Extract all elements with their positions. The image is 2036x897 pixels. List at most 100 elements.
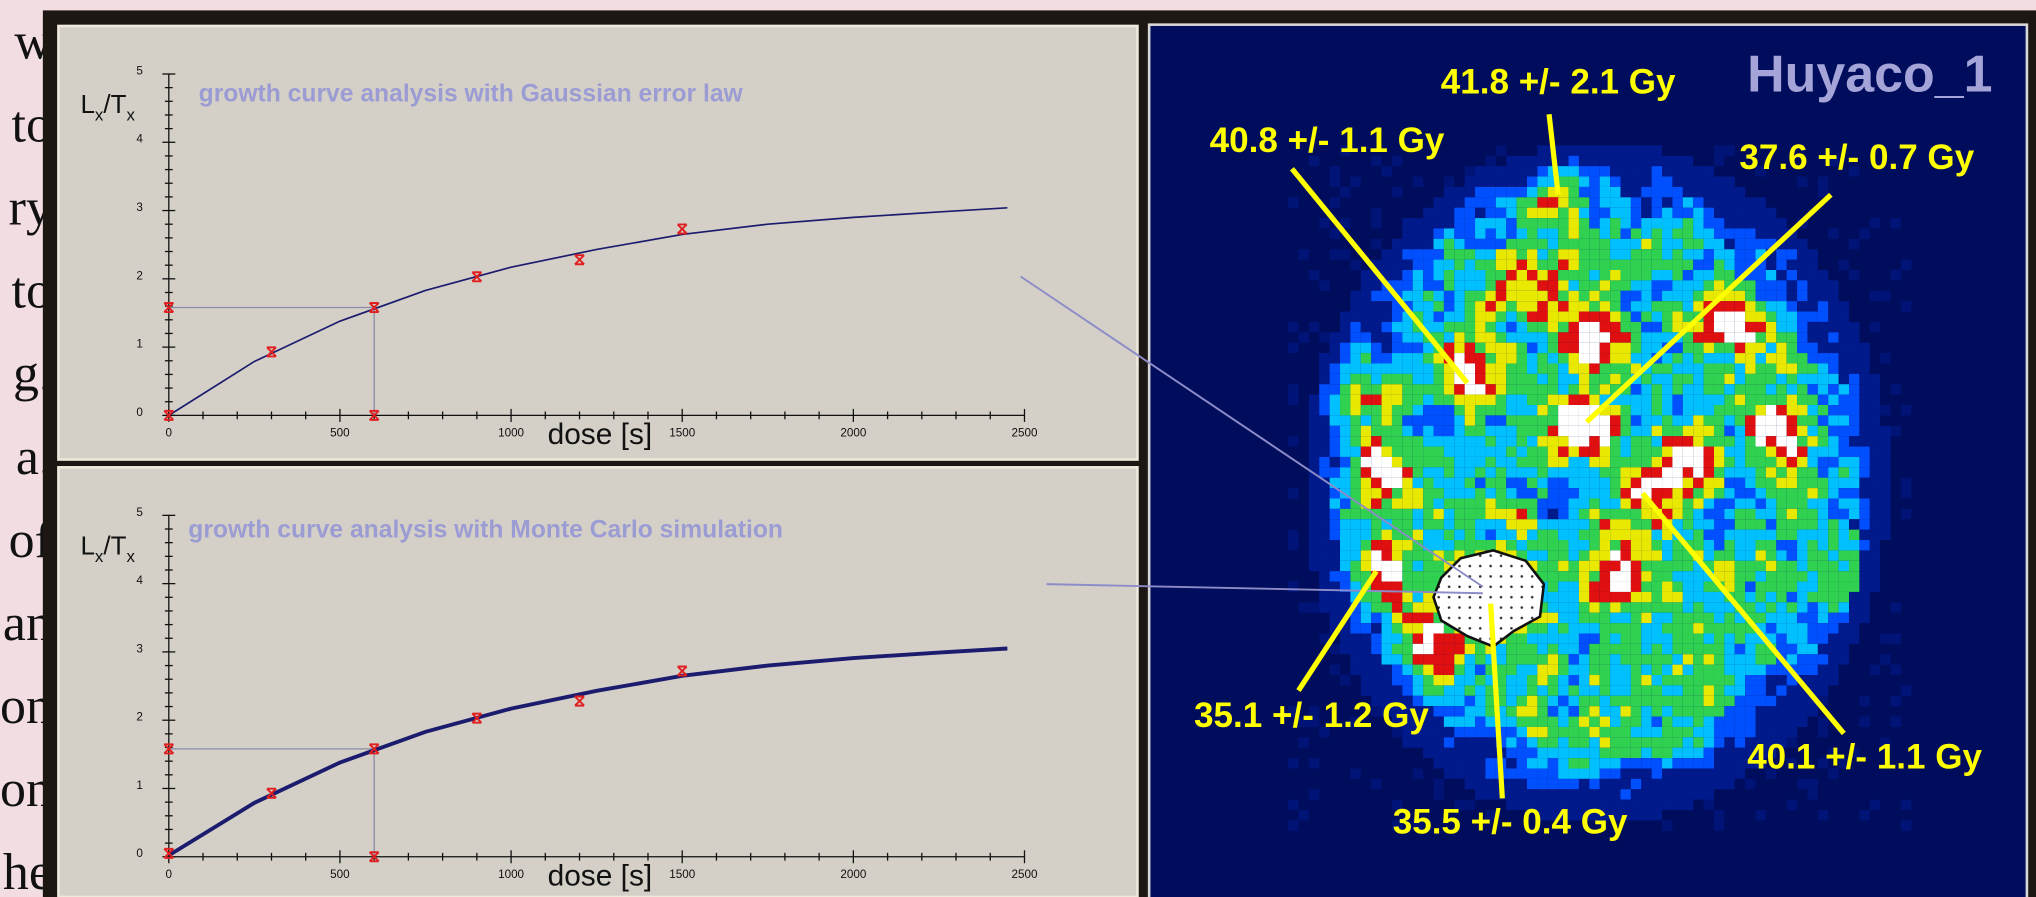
heat-cell [1641,592,1651,602]
heat-cell [1569,177,1579,187]
heat-cell [1652,758,1662,768]
heat-cell [1319,447,1329,457]
heat-cell [1589,447,1599,457]
heat-cell [1620,280,1630,290]
heat-cell [1423,301,1433,311]
heat-cell [1382,415,1392,425]
heat-cell [1891,717,1901,727]
heat-cell [1662,260,1672,270]
heat-cell [1330,177,1340,187]
heat-cell [1600,177,1610,187]
heat-cell [1600,228,1610,238]
heat-cell [1454,748,1464,758]
heat-cell [1537,187,1547,197]
heat-cell [1569,187,1579,197]
heat-cell [1693,768,1703,778]
heat-cell [1859,426,1869,436]
heat-cell [1787,613,1797,623]
heat-cell [1506,768,1516,778]
heat-cell [1465,291,1475,301]
heat-cell [1652,613,1662,623]
heat-cell [1548,260,1558,270]
heat-cell [1766,332,1776,342]
heat-cell [1610,748,1620,758]
heat-cell [1807,530,1817,540]
heat-cell [1683,737,1693,747]
heat-cell [1548,436,1558,446]
heat-cell [1589,384,1599,394]
heat-cell [1319,467,1329,477]
heat-cell [1579,260,1589,270]
heat-cell [1704,374,1714,384]
heat-cell [1382,675,1392,685]
heat-cell [1776,613,1786,623]
heat-cell [1766,717,1776,727]
heat-cell [1423,447,1433,457]
heat-cell [1423,363,1433,373]
heat-cell [1683,436,1693,446]
heat-cell [1579,177,1589,187]
heat-cell [1527,395,1537,405]
heat-cell [1683,696,1693,706]
heat-cell [1652,685,1662,695]
heat-cell [1776,571,1786,581]
heat-cell [1517,530,1527,540]
heat-cell [1340,384,1350,394]
heat-cell [1724,187,1734,197]
heat-cell [1641,228,1651,238]
heat-cell [1683,571,1693,581]
heat-cell [1392,270,1402,280]
heat-cell [1392,613,1402,623]
heat-cell [1589,519,1599,529]
heat-cell [1787,280,1797,290]
heat-cell [1589,197,1599,207]
heat-cell [1569,415,1579,425]
heat-cell [1309,457,1319,467]
heat-cell [1693,509,1703,519]
heat-cell [1662,363,1672,373]
heat-cell [1745,249,1755,259]
heat-cell [1641,602,1651,612]
heat-cell [1652,239,1662,249]
heat-cell [1610,654,1620,664]
heat-cell [1797,270,1807,280]
heat-cell [1797,353,1807,363]
heat-cell [1537,768,1547,778]
heat-cell [1776,249,1786,259]
heat-cell [1641,374,1651,384]
heat-cell [1620,187,1630,197]
heat-cell [1434,488,1444,498]
heat-cell [1787,415,1797,425]
heat-cell [1652,228,1662,238]
heat-cell [1672,613,1682,623]
heat-cell [1319,571,1329,581]
heat-cell [1807,395,1817,405]
heat-cell [1839,623,1849,633]
heat-cell [1631,218,1641,228]
heat-cell [1413,561,1423,571]
heat-cell [1870,540,1880,550]
heat-cell [1361,644,1371,654]
heat-cell [1662,530,1672,540]
heat-cell [1797,571,1807,581]
heat-cell [1589,270,1599,280]
heat-cell [1745,218,1755,228]
heat-cell [1745,530,1755,540]
heat-cell [1662,623,1672,633]
heat-cell [1517,727,1527,737]
heat-cell [1745,322,1755,332]
heat-cell [1579,550,1589,560]
heat-cell [1454,312,1464,322]
heat-cell [1485,457,1495,467]
heat-cell [1579,623,1589,633]
heat-cell [1330,384,1340,394]
heat-cell [1652,582,1662,592]
heat-cell [1756,239,1766,249]
heat-cell [1714,249,1724,259]
heat-cell [1350,447,1360,457]
heat-cell [1610,467,1620,477]
heat-cell [1527,696,1537,706]
heat-cell [1506,166,1516,176]
heat-cell [1558,488,1568,498]
heat-cell [1693,332,1703,342]
